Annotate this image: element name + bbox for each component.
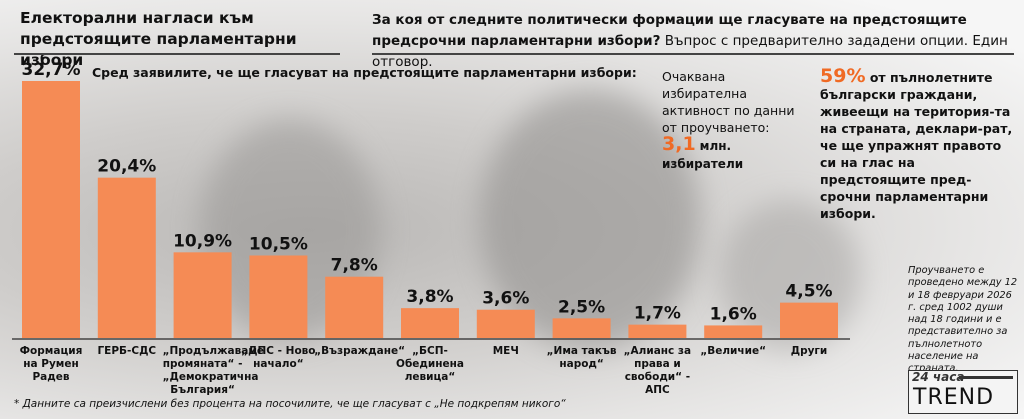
turnout-unit: млн. избиратели bbox=[662, 139, 744, 171]
value-label: 3,6% bbox=[482, 289, 529, 309]
category-label: „Алианс за права и свободи“ - АПС bbox=[623, 345, 692, 396]
chart-subtitle: Сред заявилите, че ще гласуват на предст… bbox=[92, 65, 637, 80]
bar-0 bbox=[22, 81, 80, 338]
bar-1 bbox=[97, 177, 156, 338]
bar-4 bbox=[325, 276, 384, 338]
category-label: „Възраждане“ bbox=[314, 345, 405, 357]
question-bold: За коя от следните политически формации … bbox=[372, 12, 967, 49]
logo-trend: TREND bbox=[913, 385, 995, 410]
bar-5 bbox=[401, 308, 459, 338]
bar-3 bbox=[249, 255, 308, 338]
value-label: 7,8% bbox=[331, 256, 378, 276]
footnote: * Данните са преизчислени без процента н… bbox=[14, 398, 566, 410]
logo-24chasa: 24 часа bbox=[912, 370, 965, 384]
survey-question: За коя от следните политически формации … bbox=[372, 10, 1012, 73]
category-label: „ДПС - Ново начало“ bbox=[241, 345, 316, 370]
category-label: „БСП-Обединена левица“ bbox=[396, 345, 464, 383]
bar-2 bbox=[173, 252, 232, 338]
value-label: 4,5% bbox=[785, 282, 832, 302]
value-label: 10,5% bbox=[249, 234, 308, 254]
bar-6 bbox=[476, 309, 535, 338]
turnout-box: Очаквана избирателна активност по данни … bbox=[662, 68, 812, 173]
value-label: 1,7% bbox=[634, 304, 681, 324]
bar-9 bbox=[704, 325, 763, 338]
logo-bar bbox=[959, 376, 1013, 379]
header-divider bbox=[14, 53, 340, 55]
header-divider bbox=[372, 53, 1014, 55]
category-label: ГЕРБ-СДС bbox=[97, 345, 157, 357]
participation-text: от пълнолетните български граждани, живе… bbox=[820, 70, 1013, 221]
category-label: „Продължаваме промяната“ - „Демократична… bbox=[162, 345, 265, 396]
participation-value: 59% bbox=[820, 65, 866, 87]
participation-box: 59% от пълнолетните български граждани, … bbox=[820, 65, 1016, 222]
category-label: МЕЧ bbox=[492, 345, 519, 357]
value-label: 3,8% bbox=[406, 287, 453, 307]
value-label: 20,4% bbox=[97, 157, 156, 177]
bar-7 bbox=[552, 318, 611, 338]
background-photo bbox=[480, 90, 700, 350]
methodology-note: Проучването е проведено между 12 и 18 фе… bbox=[908, 265, 1018, 375]
category-label: „Има такъв народ“ bbox=[546, 345, 617, 370]
value-label: 32,7% bbox=[22, 60, 81, 80]
chart-title: Електорални нагласи към предстоящите пар… bbox=[20, 9, 297, 69]
bar-10 bbox=[780, 302, 838, 338]
turnout-text: Очаквана избирателна активност по данни … bbox=[662, 69, 795, 135]
category-label: Формация на Румен Радев bbox=[19, 345, 83, 383]
value-label: 10,9% bbox=[173, 231, 232, 251]
bar-8 bbox=[628, 324, 687, 338]
value-label: 2,5% bbox=[558, 297, 605, 317]
question-rest: Въпрос с предварително зададени опции. Е… bbox=[372, 33, 1008, 70]
category-label: „Величие“ bbox=[700, 345, 767, 357]
trend-logo: 24 часа TREND bbox=[908, 370, 1018, 414]
category-label: Други bbox=[790, 345, 828, 357]
value-label: 1,6% bbox=[710, 304, 757, 324]
turnout-value: 3,1 bbox=[662, 133, 696, 155]
